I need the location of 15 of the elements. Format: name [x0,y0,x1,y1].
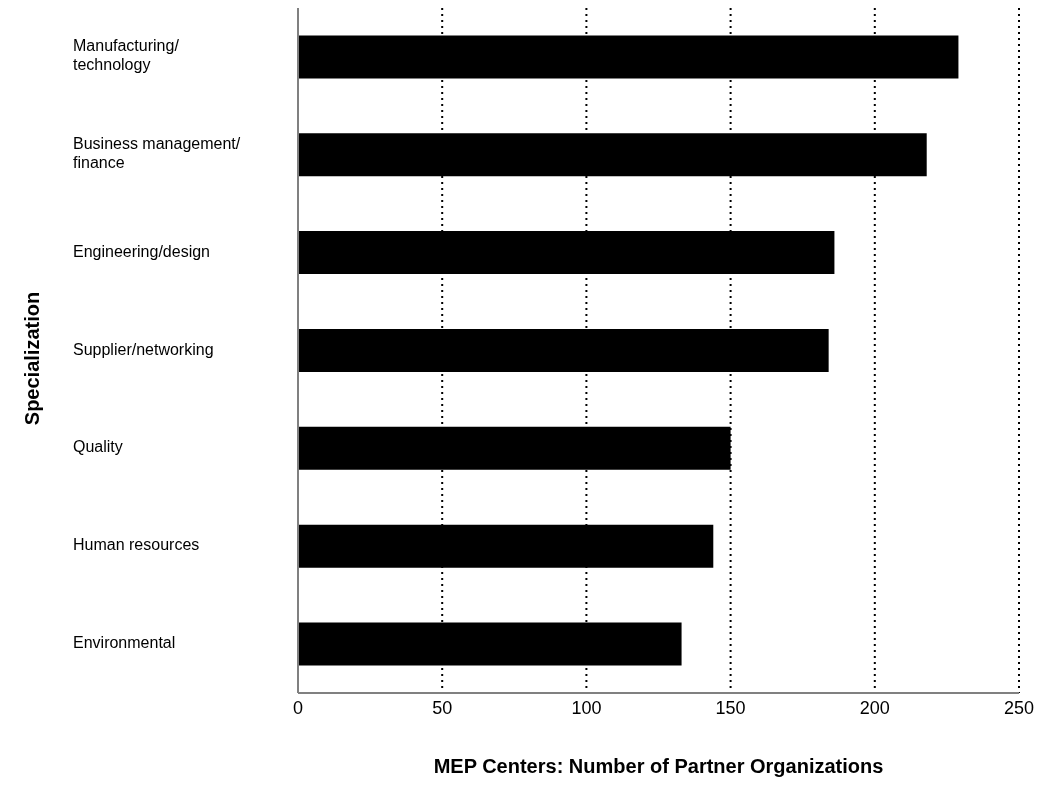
y-tick-label: Manufacturing/technology [73,37,180,74]
x-tick-label: 150 [715,697,746,718]
y-tick-label: Quality [73,438,123,456]
x-tick-label: 0 [292,697,304,718]
y-tick-label: Engineering/design [73,242,210,260]
x-tick-label: 250 [1003,697,1035,718]
x-tick-label: 100 [571,697,602,718]
x-axis-title: MEP Centers: Number of Partner Organizations [433,755,884,777]
y-tick-label: Supplier/networking [73,340,214,358]
x-tick-label: 200 [859,697,890,718]
y-axis-title: Specialization [20,291,44,425]
y-tick-label: Business management/finance [73,135,241,172]
x-tick-label: 50 [432,697,453,718]
y-tick-label: Human resources [73,536,200,554]
y-tick-label: Environmental [73,634,176,652]
